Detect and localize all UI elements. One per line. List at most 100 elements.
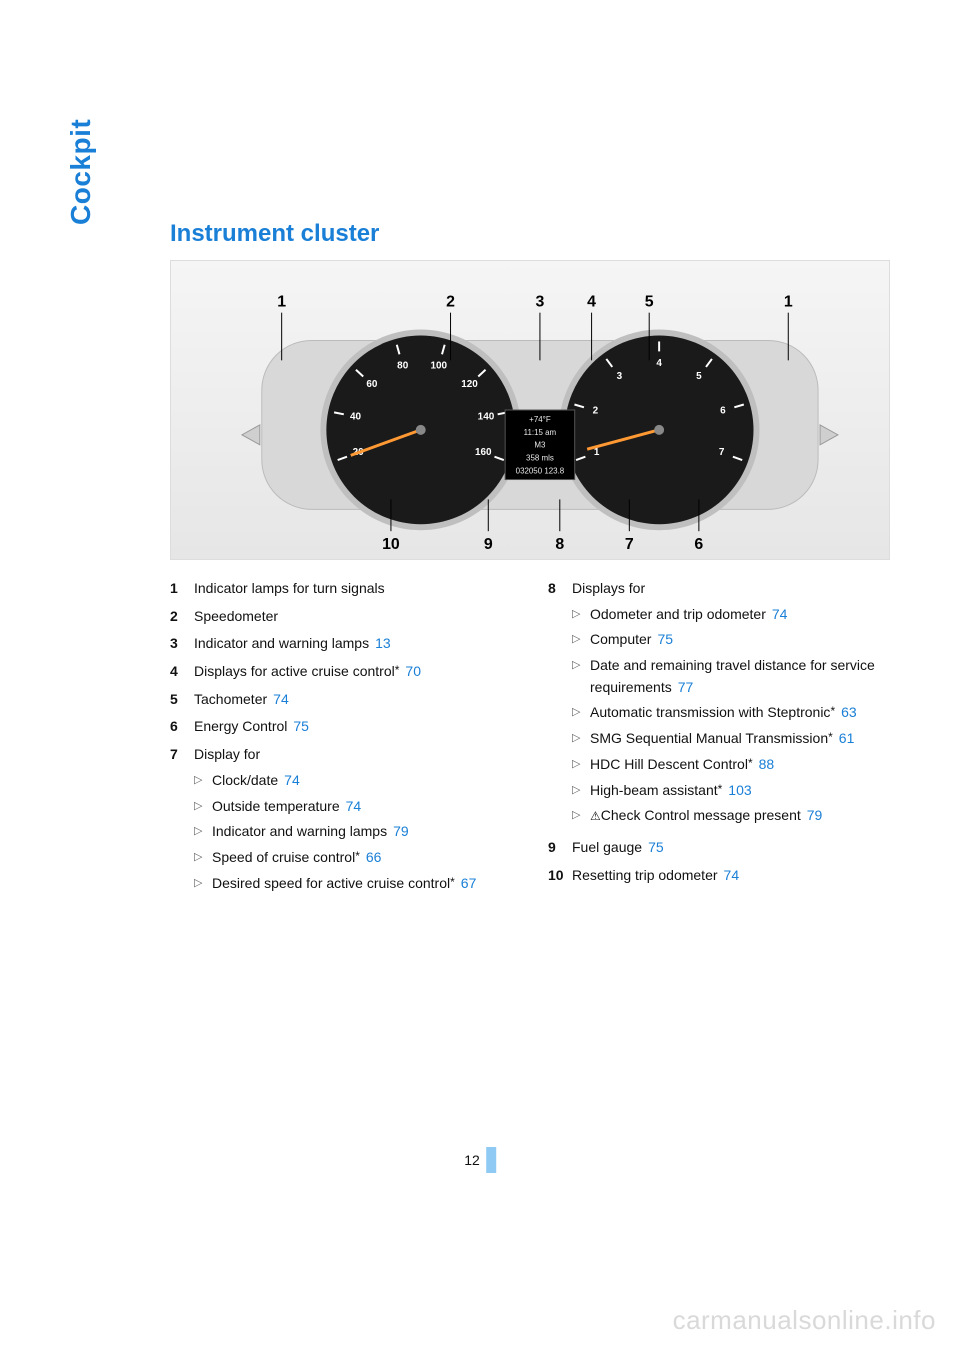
page-reference[interactable]: 75 (657, 631, 673, 647)
legend-item: 4Displays for active cruise control*70 (170, 661, 512, 683)
svg-text:2: 2 (593, 405, 599, 416)
legend-subitem-body: Desired speed for active cruise control*… (212, 873, 512, 895)
page-reference[interactable]: 74 (724, 867, 740, 883)
svg-text:4: 4 (656, 358, 662, 369)
svg-text:8: 8 (555, 536, 564, 553)
legend-subitem-body: Odometer and trip odometer74 (590, 604, 890, 626)
svg-text:3: 3 (536, 294, 545, 311)
section-tab: Cockpit (65, 119, 97, 225)
page-reference[interactable]: 70 (405, 663, 421, 679)
legend-item: 2Speedometer (170, 606, 512, 628)
legend-item-number: 4 (170, 661, 194, 683)
svg-text:4: 4 (587, 294, 596, 311)
legend-item-number: 5 (170, 689, 194, 711)
footnote-star-icon: * (718, 782, 723, 796)
svg-text:1: 1 (594, 447, 600, 458)
legend-subitem: ▷Desired speed for active cruise control… (194, 873, 512, 895)
heading-instrument-cluster: Instrument cluster (170, 220, 900, 248)
legend-subitem: ▷HDC Hill Descent Control*88 (572, 754, 890, 776)
page-reference[interactable]: 61 (839, 730, 855, 746)
legend-item-text: Displays for active cruise control*70 (194, 661, 512, 683)
svg-text:358 mls: 358 mls (526, 454, 554, 463)
svg-text:6: 6 (720, 405, 726, 416)
footnote-star-icon: * (748, 756, 753, 770)
footnote-star-icon: * (395, 663, 400, 677)
svg-text:11:15 am: 11:15 am (524, 428, 557, 437)
legend-item: 3Indicator and warning lamps13 (170, 633, 512, 655)
legend-subitem-body: Clock/date74 (212, 770, 512, 792)
page-reference[interactable]: 63 (841, 704, 857, 720)
triangle-bullet-icon: ▷ (572, 629, 590, 651)
legend-item-number: 6 (170, 716, 194, 738)
svg-text:M3: M3 (534, 441, 546, 450)
page-reference[interactable]: 74 (284, 772, 300, 788)
legend-subitem-body: Date and remaining travel distance for s… (590, 655, 890, 698)
legend-column-left: 1Indicator lamps for turn signals2Speedo… (170, 578, 512, 904)
legend-item-text: Displays for (572, 578, 890, 600)
svg-text:7: 7 (719, 447, 725, 458)
page-reference[interactable]: 66 (366, 849, 382, 865)
page-number: 12 (464, 1152, 480, 1168)
svg-text:2: 2 (446, 294, 455, 311)
page-reference[interactable]: 79 (807, 807, 823, 823)
legend-item-text: Indicator lamps for turn signals (194, 578, 512, 600)
page-reference[interactable]: 74 (346, 798, 362, 814)
page-reference[interactable]: 75 (648, 839, 664, 855)
triangle-bullet-icon: ▷ (194, 770, 212, 792)
triangle-bullet-icon: ▷ (572, 754, 590, 776)
legend-item-body: Speedometer (194, 606, 512, 628)
triangle-bullet-icon: ▷ (572, 805, 590, 827)
svg-text:10: 10 (382, 536, 400, 553)
legend-item-text: Fuel gauge75 (572, 837, 890, 859)
legend-item: 5Tachometer74 (170, 689, 512, 711)
footnote-star-icon: * (830, 704, 835, 718)
watermark: carmanualsonline.info (673, 1305, 936, 1336)
triangle-bullet-icon: ▷ (572, 728, 590, 750)
legend-item: 10Resetting trip odometer74 (548, 865, 890, 887)
page: Cockpit Instrument cluster 2040608010012… (0, 0, 960, 1358)
page-number-block: 12 (464, 1147, 496, 1173)
legend-columns: 1Indicator lamps for turn signals2Speedo… (170, 578, 890, 904)
page-reference[interactable]: 79 (393, 823, 409, 839)
page-number-bar (486, 1147, 496, 1173)
svg-text:140: 140 (478, 411, 495, 422)
legend-subitem-body: Automatic transmission with Steptronic*6… (590, 702, 890, 724)
svg-text:5: 5 (696, 371, 702, 382)
footnote-star-icon: * (450, 875, 455, 889)
legend-item-text: Resetting trip odometer74 (572, 865, 890, 887)
legend-item-number: 1 (170, 578, 194, 600)
legend-subitem: ▷SMG Sequential Manual Transmission*61 (572, 728, 890, 750)
legend-subitem-body: ⚠ Check Control message present79 (590, 805, 890, 827)
triangle-bullet-icon: ▷ (194, 796, 212, 818)
page-reference[interactable]: 75 (293, 718, 309, 734)
page-reference[interactable]: 74 (273, 691, 289, 707)
legend-subitem-body: Outside temperature74 (212, 796, 512, 818)
legend-item-body: Indicator and warning lamps13 (194, 633, 512, 655)
legend-item-body: Energy Control75 (194, 716, 512, 738)
legend-subitem-body: High-beam assistant*103 (590, 780, 890, 802)
legend-item-text: Tachometer74 (194, 689, 512, 711)
legend-subitem-body: HDC Hill Descent Control*88 (590, 754, 890, 776)
legend-item: 1Indicator lamps for turn signals (170, 578, 512, 600)
legend-item-text: Indicator and warning lamps13 (194, 633, 512, 655)
svg-text:120: 120 (461, 379, 478, 390)
page-reference[interactable]: 67 (461, 875, 477, 891)
page-reference[interactable]: 103 (728, 782, 751, 798)
legend-subitem: ▷Clock/date74 (194, 770, 512, 792)
page-reference[interactable]: 88 (759, 756, 775, 772)
legend-item-number: 8 (548, 578, 572, 831)
svg-text:1: 1 (277, 294, 286, 311)
legend-subitem: ▷Computer75 (572, 629, 890, 651)
legend-subitem-body: Indicator and warning lamps79 (212, 821, 512, 843)
page-reference[interactable]: 77 (678, 679, 694, 695)
legend-item-number: 2 (170, 606, 194, 628)
footnote-star-icon: * (828, 730, 833, 744)
triangle-bullet-icon: ▷ (572, 604, 590, 626)
legend-subitem-body: SMG Sequential Manual Transmission*61 (590, 728, 890, 750)
triangle-bullet-icon: ▷ (194, 847, 212, 869)
page-reference[interactable]: 13 (375, 635, 391, 651)
legend-item-body: Displays for▷Odometer and trip odometer7… (572, 578, 890, 831)
page-reference[interactable]: 74 (772, 606, 788, 622)
triangle-bullet-icon: ▷ (572, 780, 590, 802)
legend-item-text: Display for (194, 744, 512, 766)
